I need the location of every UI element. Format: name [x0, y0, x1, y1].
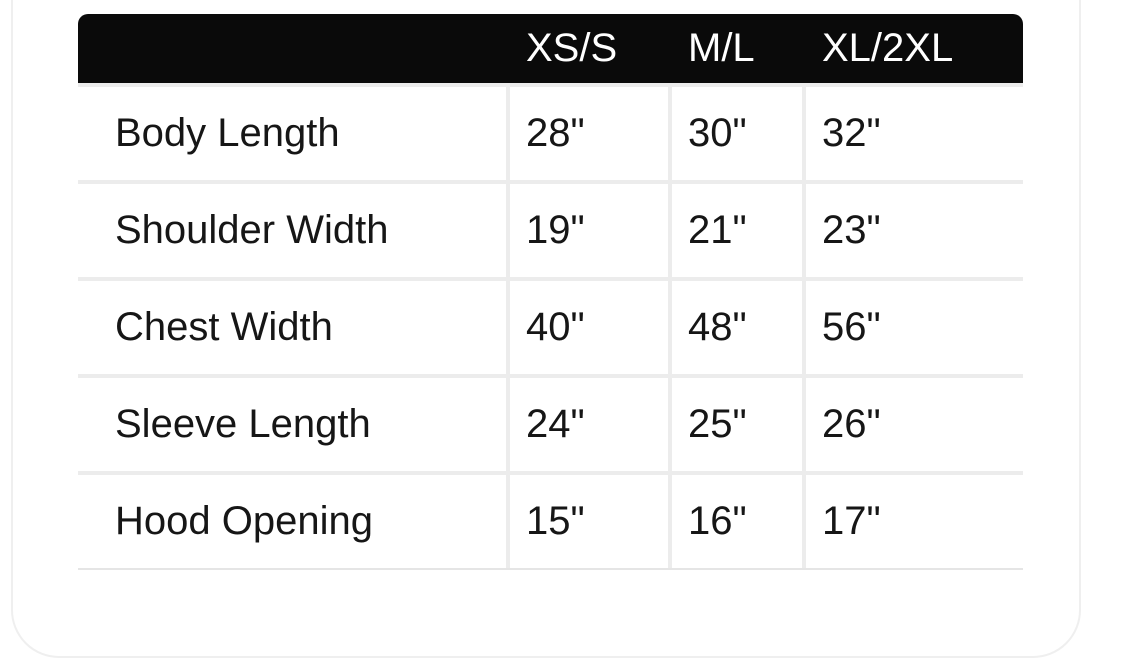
row-label-chest-width: Chest Width	[78, 281, 506, 374]
cell-chest-width-xs-s: 40"	[510, 281, 668, 374]
row-label-body-length: Body Length	[78, 87, 506, 180]
cell-hood-opening-xs-s: 15"	[510, 475, 668, 568]
cell-body-length-xs-s: 28"	[510, 87, 668, 180]
cell-shoulder-width-xl-2xl: 23"	[806, 184, 1023, 277]
header-col-xl-2xl: XL/2XL	[822, 26, 954, 70]
cell-sleeve-length-xl-2xl: 26"	[806, 378, 1023, 471]
cell-sleeve-length-m-l: 25"	[672, 378, 802, 471]
cell-body-length-xl-2xl: 32"	[806, 87, 1023, 180]
cell-shoulder-width-xs-s: 19"	[510, 184, 668, 277]
header-col-m-l: M/L	[688, 26, 755, 70]
cell-hood-opening-xl-2xl: 17"	[806, 475, 1023, 568]
row-label-shoulder-width: Shoulder Width	[78, 184, 506, 277]
size-chart-body: Body Length 28" 30" 32" Shoulder Width 1…	[78, 83, 1023, 570]
row-label-hood-opening: Hood Opening	[78, 475, 506, 568]
header-col-xs-s: XS/S	[526, 26, 618, 70]
size-chart-header-row: XS/S M/L XL/2XL	[78, 14, 1023, 83]
cell-chest-width-xl-2xl: 56"	[806, 281, 1023, 374]
cell-hood-opening-m-l: 16"	[672, 475, 802, 568]
cell-body-length-m-l: 30"	[672, 87, 802, 180]
row-label-sleeve-length: Sleeve Length	[78, 378, 506, 471]
cell-shoulder-width-m-l: 21"	[672, 184, 802, 277]
cell-chest-width-m-l: 48"	[672, 281, 802, 374]
cell-sleeve-length-xs-s: 24"	[510, 378, 668, 471]
size-chart-table: XS/S M/L XL/2XL Body Length 28" 30" 32" …	[78, 14, 1023, 570]
